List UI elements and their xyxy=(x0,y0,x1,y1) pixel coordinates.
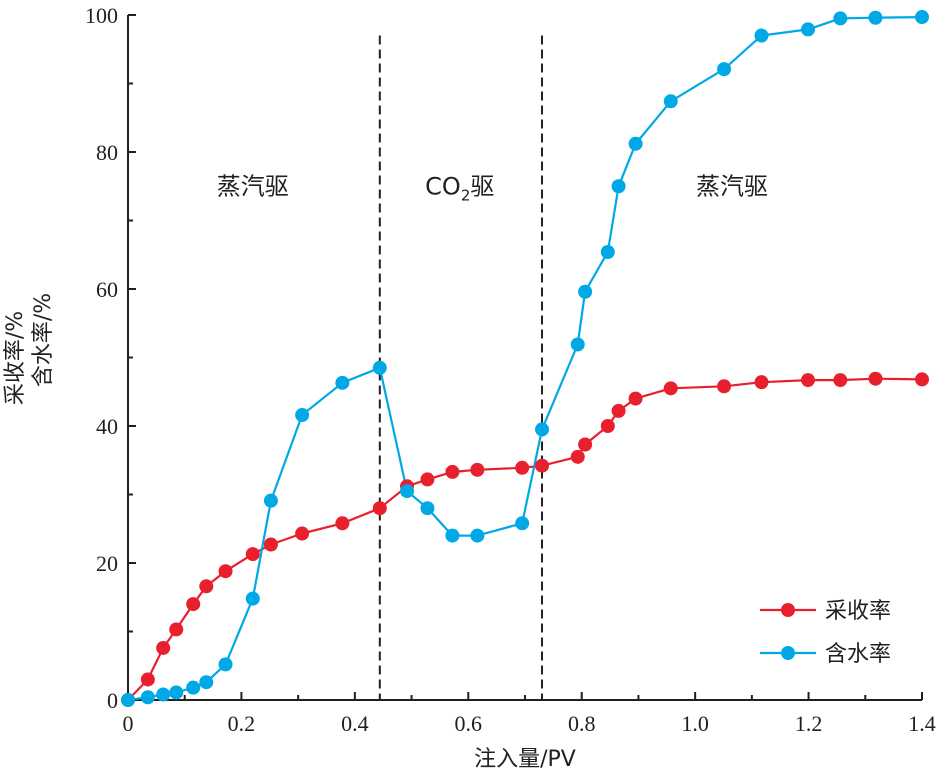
series-1-point xyxy=(535,458,550,473)
series-2-point xyxy=(570,337,585,352)
region-label: 蒸汽驱 xyxy=(696,172,768,200)
series-2-point xyxy=(663,94,678,109)
region-label: CO2驱 xyxy=(425,172,494,204)
series-1-point xyxy=(140,672,155,687)
series-1-point xyxy=(295,526,310,541)
legend-label: 采收率 xyxy=(825,599,891,624)
region-label: 蒸汽驱 xyxy=(217,172,289,200)
series-1-point xyxy=(801,373,816,388)
axes: 0 0.2 0.4 0.6 0.8 1.0 1.2 1.4 0 20 40 60 80 100 xyxy=(85,3,936,736)
y-tick-label: 40 xyxy=(96,414,118,439)
series-1-point xyxy=(420,472,435,487)
series-2-point xyxy=(186,680,201,695)
series-2-point xyxy=(420,501,435,516)
series-1-point xyxy=(717,379,732,394)
series-2-point xyxy=(400,484,415,499)
series-1-point xyxy=(445,464,460,479)
series-2-point xyxy=(600,245,615,260)
y-tick-label: 80 xyxy=(96,140,118,165)
x-tick-label: 0.8 xyxy=(568,711,596,736)
series-2-point xyxy=(169,685,184,700)
series-2-point xyxy=(515,516,530,531)
series-1-point xyxy=(335,516,350,531)
series-1-point xyxy=(570,449,585,464)
series-2-point xyxy=(801,22,816,37)
series-1-point xyxy=(868,371,883,386)
series-2-point xyxy=(445,528,460,543)
x-tick-label: 1.0 xyxy=(681,711,709,736)
x-tick-label: 0.2 xyxy=(228,711,256,736)
series-2-point xyxy=(628,136,643,151)
series-layer xyxy=(121,10,929,707)
legend-label: 含水率 xyxy=(825,642,891,667)
y-axis-label-line-2: 含水率/% xyxy=(31,293,56,387)
series-1-point xyxy=(169,622,184,637)
series-2-point xyxy=(754,28,769,43)
series-2-point xyxy=(263,493,278,508)
series-2-point xyxy=(295,408,310,423)
region-labels: 蒸汽驱 CO2驱 蒸汽驱 xyxy=(217,172,768,204)
series-2-point xyxy=(833,11,848,26)
series-2-point xyxy=(868,10,883,25)
legend-marker xyxy=(781,603,795,617)
x-tick-label: 1.2 xyxy=(795,711,823,736)
series-2-point xyxy=(372,360,387,375)
series-1-point xyxy=(245,547,260,562)
series-2-point xyxy=(717,62,732,77)
series-1-point xyxy=(754,375,769,390)
series-2-point xyxy=(199,675,214,690)
series-line-1 xyxy=(127,377,923,701)
series-1-point xyxy=(218,564,233,579)
series-1-point xyxy=(578,437,593,452)
series-2-point xyxy=(218,657,233,672)
x-tick-label: 1.4 xyxy=(908,711,936,736)
series-1-point xyxy=(663,381,678,396)
x-axis-label: 注入量/PV xyxy=(474,747,576,772)
series-2-point xyxy=(335,375,350,390)
y-axis-label-line-1: 采收率/% xyxy=(3,311,28,405)
series-2-point xyxy=(156,687,171,702)
series-1-point xyxy=(915,372,929,387)
y-tick-label: 20 xyxy=(96,551,118,576)
series-1-point xyxy=(156,640,171,655)
series-2-point xyxy=(121,693,135,707)
divider-lines xyxy=(378,35,544,700)
series-2-point xyxy=(245,591,260,606)
x-tick-label: 0.6 xyxy=(455,711,483,736)
series-1-point xyxy=(600,419,615,433)
series-2-point xyxy=(578,284,593,299)
series-1-point xyxy=(186,597,201,612)
y-tick-label: 0 xyxy=(107,688,118,713)
series-1-point xyxy=(833,373,848,388)
x-tick-label: 0.4 xyxy=(341,711,369,736)
series-1-point xyxy=(263,537,278,552)
x-tick-label: 0 xyxy=(123,711,134,736)
series-1-point xyxy=(628,391,643,406)
series-2-point xyxy=(535,422,550,437)
series-1-point xyxy=(470,462,485,477)
y-tick-label: 60 xyxy=(96,277,118,302)
series-1-point xyxy=(372,501,387,516)
series-1-point xyxy=(515,460,530,475)
series-2-point xyxy=(915,10,929,25)
series-1-point xyxy=(611,403,626,418)
y-tick-label: 100 xyxy=(85,3,118,28)
series-2-point xyxy=(470,528,485,543)
series-2-point xyxy=(611,179,626,194)
series-1-point xyxy=(199,579,214,594)
series-2-point xyxy=(140,690,155,705)
legend-marker xyxy=(781,646,795,660)
